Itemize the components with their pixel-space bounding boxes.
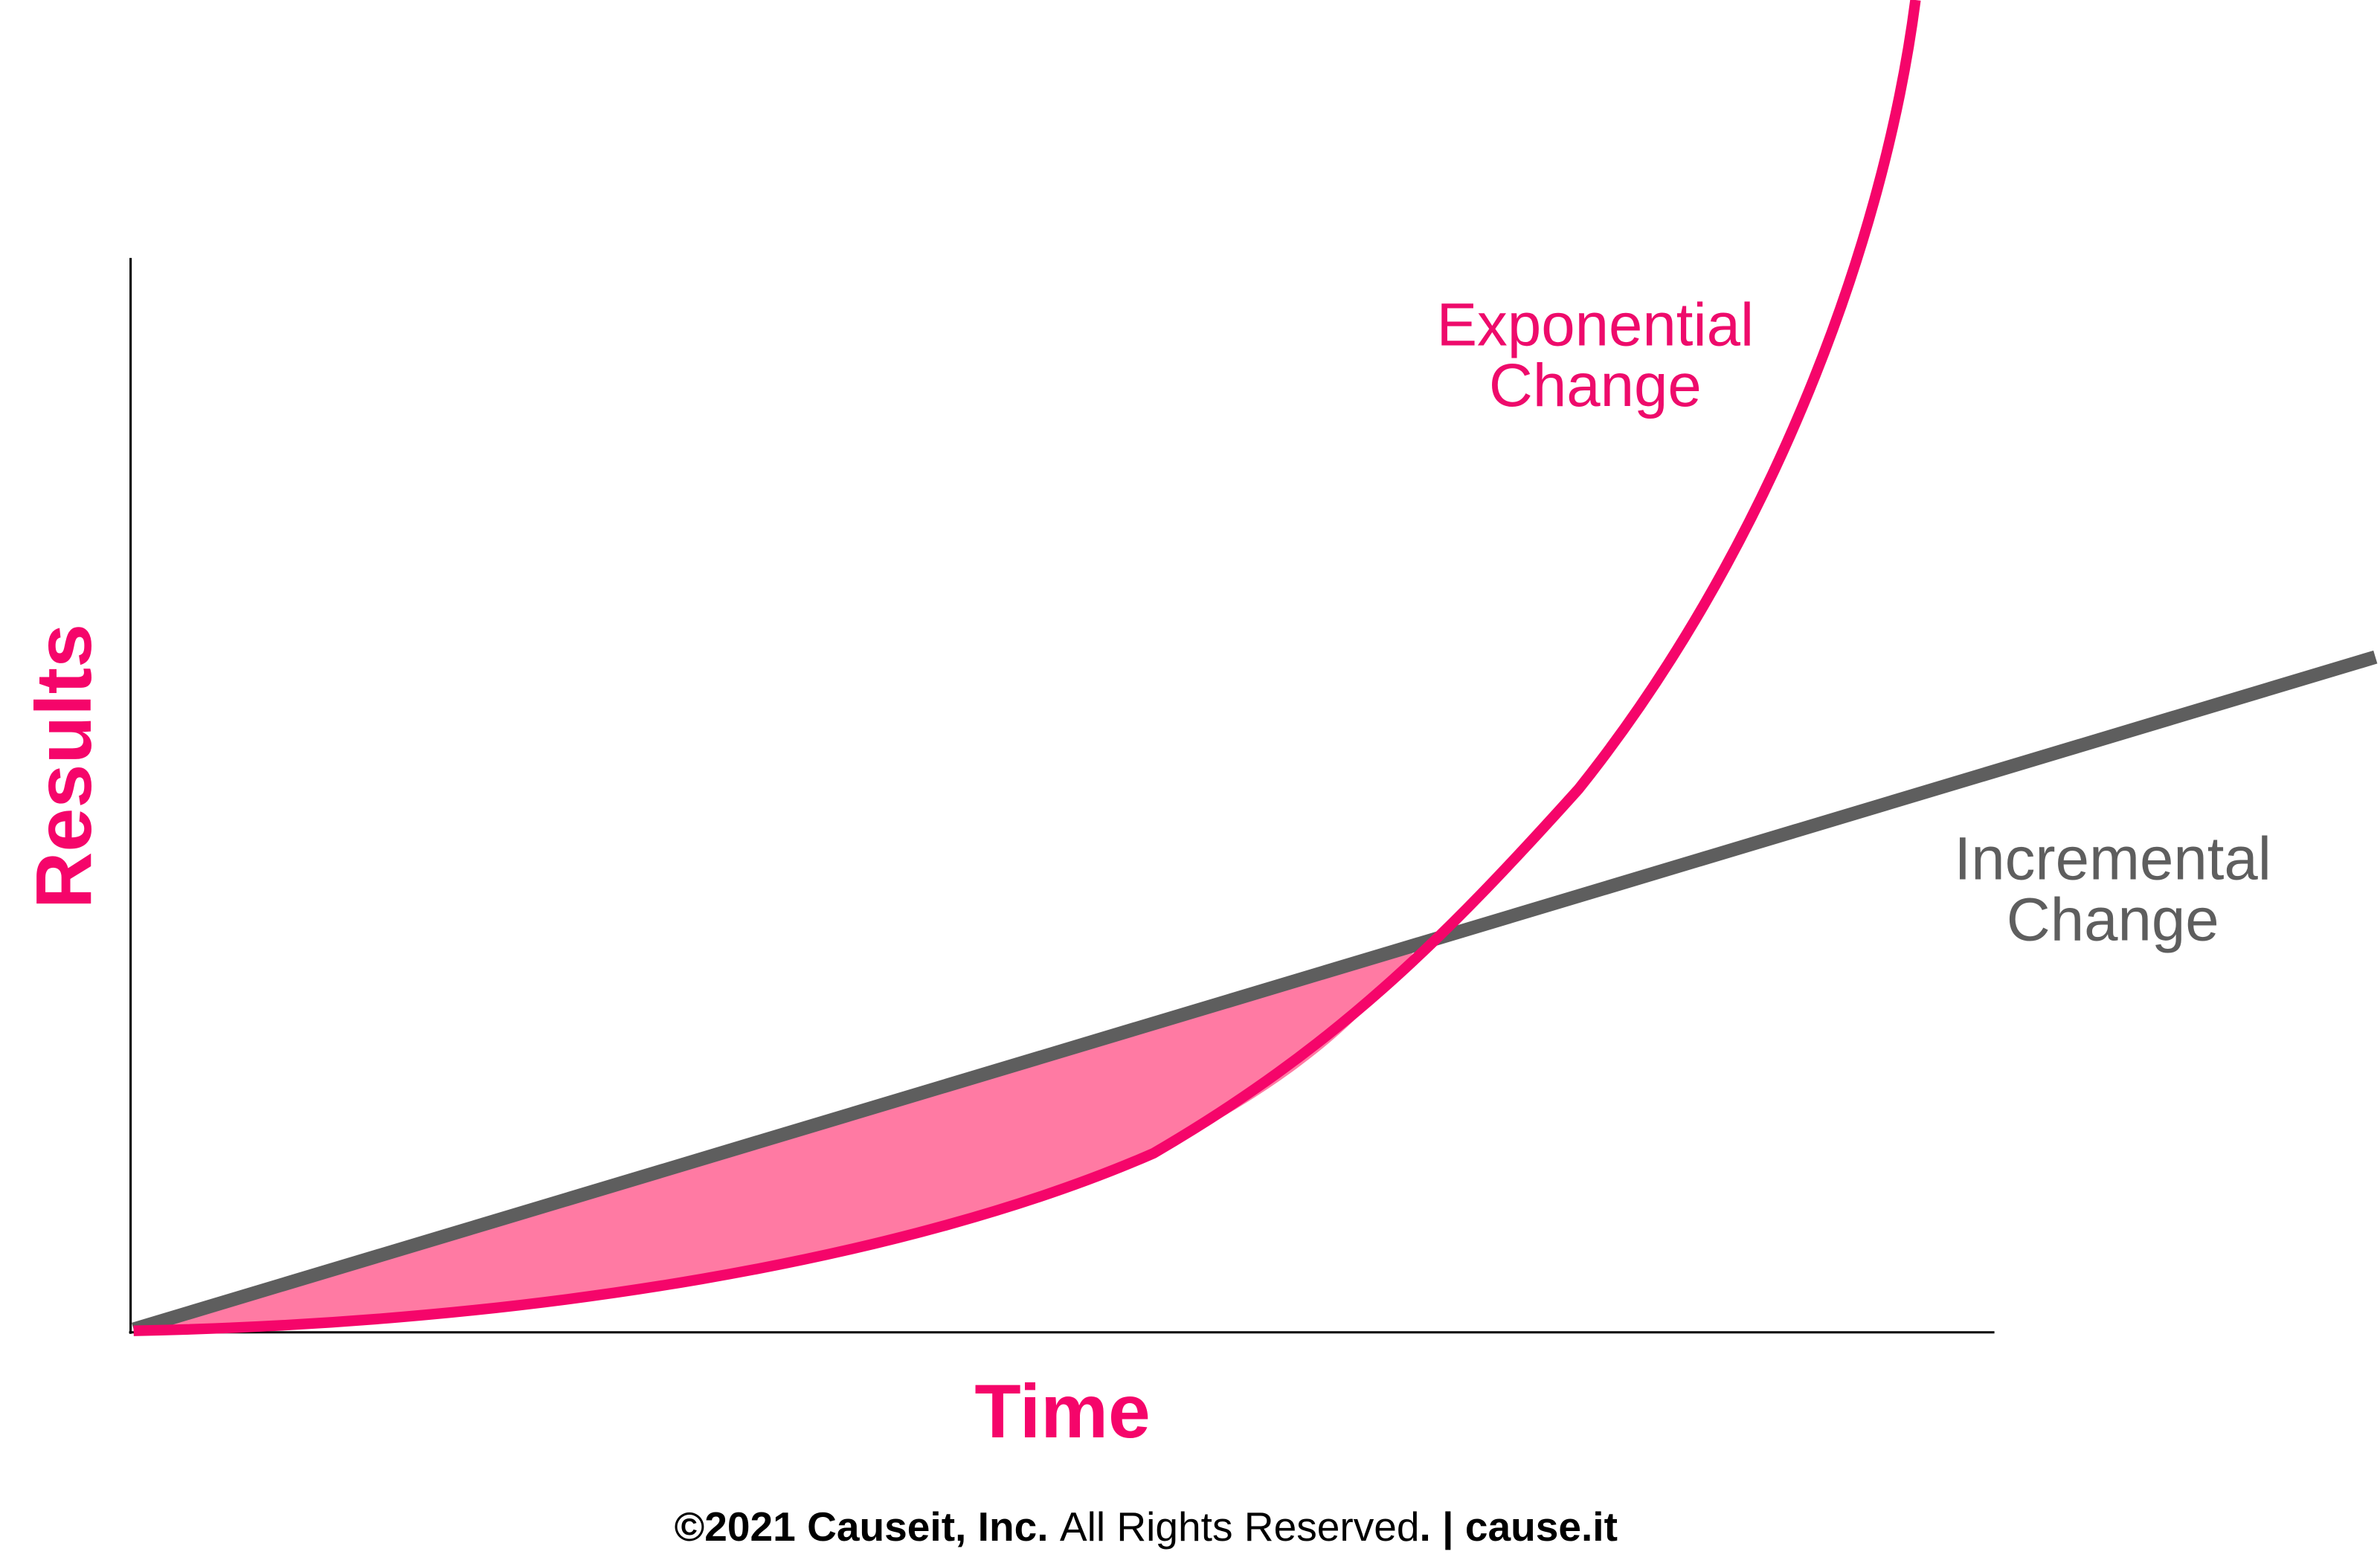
exponential-curve	[133, 0, 1921, 1336]
incremental-label: Incremental	[1955, 825, 2271, 893]
footer-site: . | cause.it	[1420, 1504, 1618, 1550]
incremental-label: Change	[2007, 886, 2219, 953]
y-axis-label: Results	[20, 624, 108, 909]
footer-copyright: ©2021 Causeit, Inc.	[675, 1504, 1049, 1550]
exponential-label: Exponential	[1437, 291, 1755, 358]
exponential-label: Change	[1489, 352, 1702, 419]
incremental-line	[132, 650, 2378, 1336]
footer: ©2021 Causeit, Inc. All Rights Reserved.…	[675, 1504, 1618, 1550]
footer-rights: All Rights Reserved	[1060, 1504, 1420, 1550]
x-axis-label: Time	[974, 1369, 1150, 1454]
